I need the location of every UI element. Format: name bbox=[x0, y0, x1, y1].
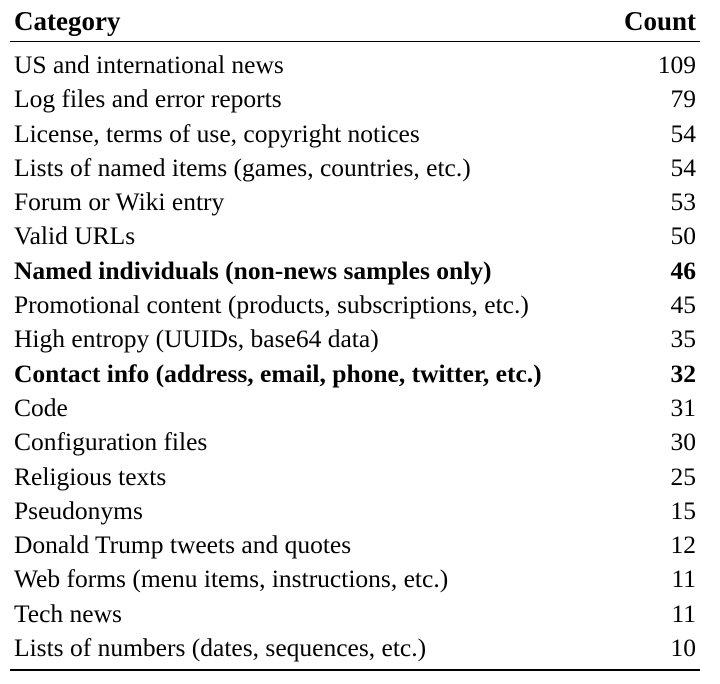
table-row: Forum or Wiki entry 53 bbox=[10, 185, 700, 219]
count-cell: 12 bbox=[670, 530, 697, 560]
table-bottom-rule bbox=[10, 669, 700, 671]
category-cell: Lists of named items (games, countries, … bbox=[14, 152, 471, 182]
table-row: Web forms (menu items, instructions, etc… bbox=[10, 562, 700, 596]
category-cell: US and international news bbox=[14, 50, 284, 79]
category-cell: Promotional content (products, subscript… bbox=[14, 290, 529, 320]
count-cell: 54 bbox=[670, 118, 697, 148]
category-cell: Named individuals (non-news samples only… bbox=[14, 255, 492, 285]
category-cell: Forum or Wiki entry bbox=[14, 187, 225, 217]
category-cell: Tech news bbox=[14, 598, 122, 628]
count-cell: 30 bbox=[670, 427, 697, 457]
count-cell: 46 bbox=[670, 255, 697, 285]
table-header-row: Category Count bbox=[10, 0, 700, 42]
count-cell: 54 bbox=[670, 152, 697, 182]
table-row: Named individuals (non-news samples only… bbox=[10, 254, 700, 288]
table-row: Donald Trump tweets and quotes 12 bbox=[10, 528, 700, 562]
table-row: Pseudonyms 15 bbox=[10, 494, 700, 528]
count-cell: 10 bbox=[670, 633, 697, 663]
table-row: Log files and error reports 79 bbox=[10, 82, 700, 116]
category-cell: Code bbox=[14, 392, 68, 422]
table-row: Tech news 11 bbox=[10, 597, 700, 631]
table-row: Valid URLs 50 bbox=[10, 219, 700, 253]
table-row: Contact info (address, email, phone, twi… bbox=[10, 357, 700, 391]
category-cell: Valid URLs bbox=[14, 221, 136, 251]
category-cell: Lists of numbers (dates, sequences, etc.… bbox=[14, 633, 427, 663]
count-column-header: Count bbox=[623, 6, 696, 36]
count-cell: 53 bbox=[670, 187, 697, 217]
count-cell: 50 bbox=[670, 221, 697, 251]
table-row: Code 31 bbox=[10, 391, 700, 425]
count-cell: 35 bbox=[670, 324, 697, 354]
table-row: License, terms of use, copyright notices… bbox=[10, 117, 700, 151]
category-cell: Log files and error reports bbox=[14, 84, 282, 114]
category-cell: Contact info (address, email, phone, twi… bbox=[14, 358, 542, 388]
category-column-header: Category bbox=[14, 6, 121, 36]
category-cell: License, terms of use, copyright notices bbox=[14, 118, 420, 148]
count-cell: 11 bbox=[671, 564, 696, 594]
category-cell: Pseudonyms bbox=[14, 495, 143, 525]
category-cell: High entropy (UUIDs, base64 data) bbox=[14, 324, 379, 354]
table-row: US and international news 109 bbox=[10, 42, 700, 83]
count-cell: 15 bbox=[670, 495, 697, 525]
count-cell: 79 bbox=[670, 84, 697, 114]
table-row: Configuration files 30 bbox=[10, 425, 700, 459]
count-cell: 11 bbox=[671, 598, 696, 628]
table-row: High entropy (UUIDs, base64 data) 35 bbox=[10, 322, 700, 356]
count-cell: 45 bbox=[670, 290, 697, 320]
category-count-table-container: Category Count US and international news… bbox=[10, 0, 700, 665]
count-cell: 31 bbox=[670, 392, 697, 422]
category-cell: Configuration files bbox=[14, 427, 208, 457]
category-cell: Donald Trump tweets and quotes bbox=[14, 530, 352, 560]
category-count-table: Category Count US and international news… bbox=[10, 0, 700, 665]
table-row: Lists of numbers (dates, sequences, etc.… bbox=[10, 631, 700, 665]
count-cell: 32 bbox=[670, 358, 697, 388]
category-cell: Religious texts bbox=[14, 461, 167, 491]
table-row: Lists of named items (games, countries, … bbox=[10, 151, 700, 185]
table-row: Promotional content (products, subscript… bbox=[10, 288, 700, 322]
table-body: US and international news 109 Log files a… bbox=[10, 42, 700, 666]
category-cell: Web forms (menu items, instructions, etc… bbox=[14, 564, 449, 594]
table-row: Religious texts 25 bbox=[10, 460, 700, 494]
count-cell: 109 bbox=[657, 50, 696, 79]
count-cell: 25 bbox=[670, 461, 697, 491]
